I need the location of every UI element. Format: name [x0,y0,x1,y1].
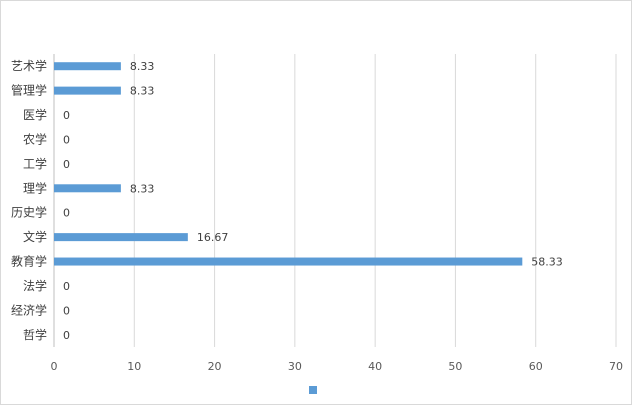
category-label: 教育学 [11,254,47,269]
bar [54,233,188,242]
legend-marker [309,386,317,394]
x-tick-label: 10 [127,360,141,373]
category-label: 管理学 [11,83,47,98]
x-tick-label: 50 [448,360,462,373]
data-label: 0 [63,304,70,317]
category-label: 医学 [23,107,47,122]
x-tick-label: 30 [288,360,302,373]
data-label: 0 [63,329,70,342]
data-label: 8.33 [130,182,155,195]
bar [54,86,121,95]
category-label: 哲学 [23,327,47,342]
x-tick-label: 20 [208,360,222,373]
x-tick-label: 40 [368,360,382,373]
data-label: 0 [63,280,70,293]
data-label: 0 [63,109,70,122]
category-label: 经济学 [11,302,47,317]
x-tick-label: 60 [529,360,543,373]
x-tick-label: 70 [609,360,623,373]
bar [54,62,121,71]
category-label: 艺术学 [11,58,47,73]
data-label: 8.33 [130,60,155,73]
data-label: 0 [63,133,70,146]
category-label: 历史学 [11,205,47,220]
data-label: 8.33 [130,85,155,98]
category-label: 文学 [23,229,47,244]
category-label: 理学 [23,180,47,195]
x-tick-label: 0 [51,360,58,373]
category-label: 工学 [23,156,47,171]
bar [54,184,121,193]
bar [54,257,523,266]
data-label: 0 [63,207,70,220]
category-label: 法学 [23,278,47,293]
data-label: 0 [63,158,70,171]
data-label: 58.33 [531,256,563,269]
data-label: 16.67 [197,231,229,244]
category-label: 农学 [23,131,47,146]
